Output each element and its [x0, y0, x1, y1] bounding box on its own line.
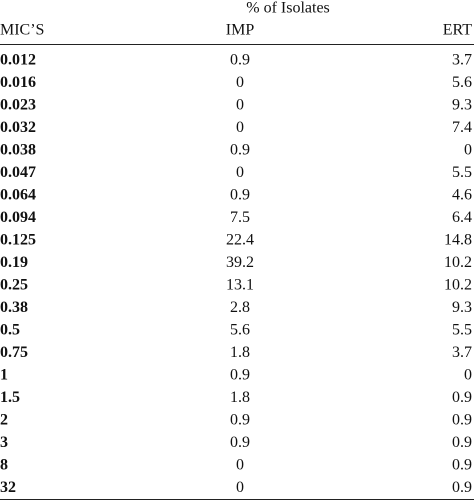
row-header: 1.5 — [0, 389, 20, 406]
cell: 9.3 — [452, 299, 472, 316]
cell: 7.5 — [230, 209, 250, 226]
cell: 0 — [236, 457, 244, 474]
cell: 0 — [236, 119, 244, 136]
row-header: 0.75 — [0, 344, 28, 361]
row-header: 0.038 — [0, 142, 36, 159]
cell: 7.4 — [452, 119, 472, 136]
cell: 0 — [236, 479, 244, 496]
cell: 5.5 — [452, 164, 472, 181]
row-header: 0.016 — [0, 74, 36, 91]
row-header: 0.19 — [0, 254, 28, 271]
cell: 10.2 — [444, 277, 472, 294]
column-header: ERT — [443, 22, 472, 39]
row-header: 1 — [0, 367, 8, 384]
cell: 4.6 — [452, 187, 472, 204]
cell: 10.2 — [444, 254, 472, 271]
cell: 0 — [464, 142, 472, 159]
cell: 3.7 — [452, 344, 472, 361]
row-header: 0.094 — [0, 209, 36, 226]
cell: 5.6 — [452, 74, 472, 91]
row-header: 0.125 — [0, 232, 36, 249]
cell: 0 — [236, 74, 244, 91]
row-header: 8 — [0, 457, 8, 474]
group-header: % of Isolates — [246, 0, 330, 17]
cell: 0 — [464, 367, 472, 384]
cell: 14.8 — [444, 232, 472, 249]
row-header: 0.023 — [0, 97, 36, 114]
cell: 5.5 — [452, 322, 472, 339]
row-header: 0.047 — [0, 164, 36, 181]
row-header: 0.38 — [0, 299, 28, 316]
row-header: 0.25 — [0, 277, 28, 294]
cell: 0.9 — [230, 187, 250, 204]
row-header: 32 — [0, 479, 16, 496]
cell: 5.6 — [230, 322, 250, 339]
row-header: 0.032 — [0, 119, 36, 136]
cell: 0.9 — [230, 367, 250, 384]
cell: 0.9 — [452, 389, 472, 406]
cell: 39.2 — [226, 254, 254, 271]
cell: 13.1 — [226, 277, 254, 294]
cell: 0.9 — [452, 457, 472, 474]
cell: 22.4 — [226, 232, 254, 249]
cell: 0.9 — [230, 412, 250, 429]
row-header: 3 — [0, 434, 8, 451]
row-header: 0.012 — [0, 52, 36, 69]
cell: 0 — [236, 97, 244, 114]
cell: 0 — [236, 164, 244, 181]
cell: 1.8 — [230, 344, 250, 361]
cell: 0.9 — [230, 434, 250, 451]
cell: 0.9 — [452, 479, 472, 496]
row-header: 0.5 — [0, 322, 20, 339]
row-header: 2 — [0, 412, 8, 429]
cell: 0.9 — [230, 52, 250, 69]
cell: 2.8 — [230, 299, 250, 316]
cell: 0.9 — [452, 412, 472, 429]
cell: 9.3 — [452, 97, 472, 114]
cell: 6.4 — [452, 209, 472, 226]
cell: 3.7 — [452, 52, 472, 69]
cell: 1.8 — [230, 389, 250, 406]
cell: 0.9 — [230, 142, 250, 159]
cell: 0.9 — [452, 434, 472, 451]
row-header: 0.064 — [0, 187, 36, 204]
column-header: IMP — [226, 22, 255, 39]
column-header: MIC’S — [0, 22, 44, 39]
